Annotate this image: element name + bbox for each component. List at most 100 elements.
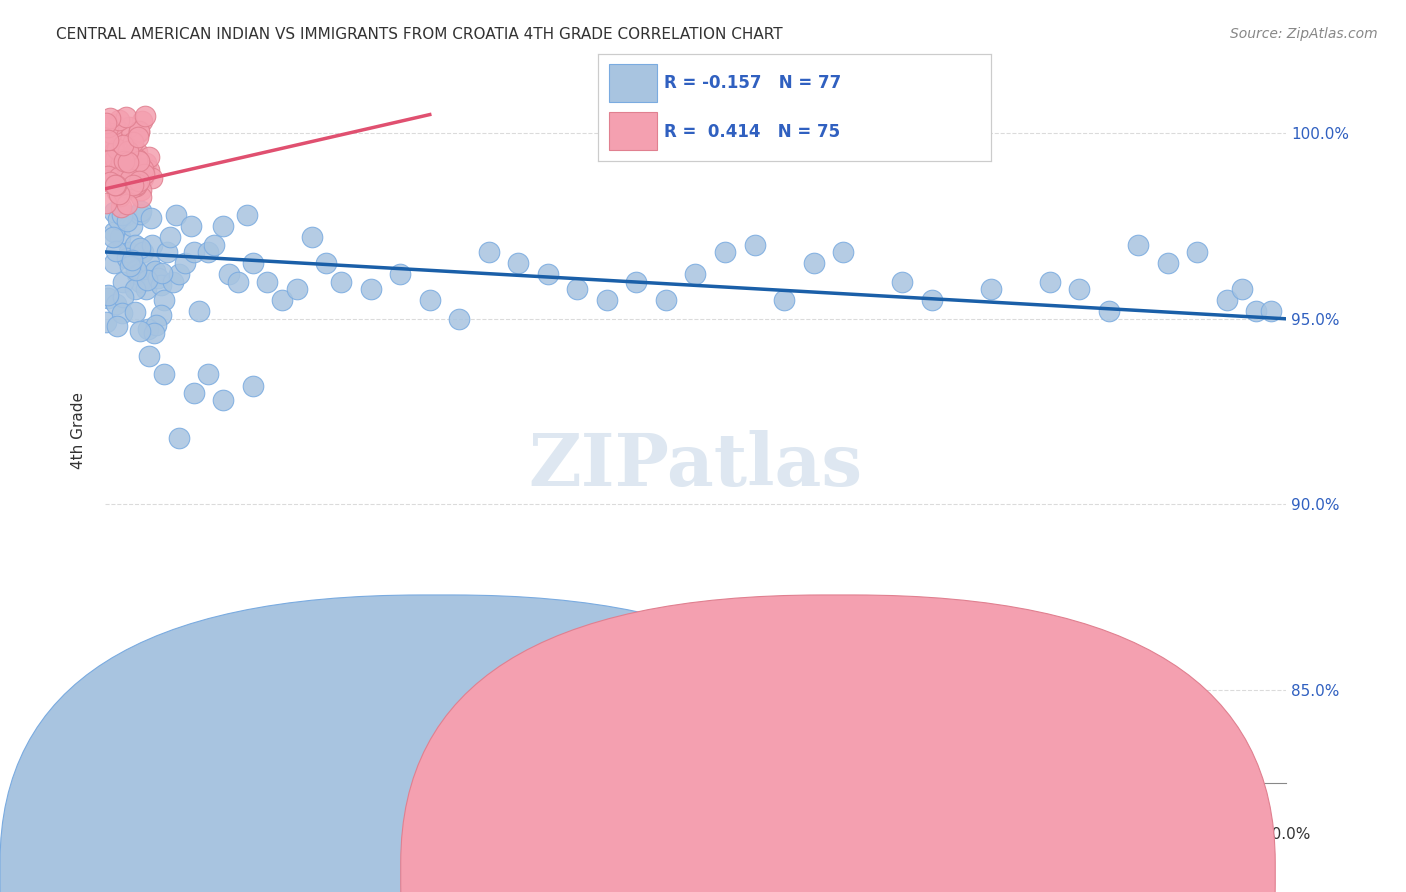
Point: [115, 252, 138, 266]
Point: [173, 256, 195, 270]
Point: [107, 142, 129, 156]
Point: [107, 212, 129, 227]
Point: [1187, 244, 1209, 259]
Point: [121, 219, 143, 233]
Point: [188, 304, 211, 318]
Point: [127, 145, 149, 159]
Point: [134, 109, 156, 123]
Point: [256, 275, 278, 289]
Point: [96, 314, 118, 328]
Point: [110, 200, 132, 214]
Point: [714, 244, 737, 259]
Point: [143, 263, 166, 277]
Point: [242, 378, 264, 392]
Point: [118, 172, 141, 186]
Point: [138, 349, 160, 363]
Point: [1246, 304, 1268, 318]
Point: [98, 153, 121, 167]
Point: [115, 145, 138, 159]
Point: [212, 393, 235, 408]
Point: [150, 278, 173, 293]
Point: [183, 386, 205, 401]
Point: [97, 118, 120, 132]
Point: [111, 275, 134, 289]
Point: [115, 214, 138, 228]
Point: [115, 110, 138, 124]
Bar: [609, 64, 657, 102]
Point: [120, 170, 142, 185]
Point: [117, 244, 139, 259]
Point: [128, 125, 150, 139]
Point: [389, 267, 412, 281]
Point: [118, 120, 141, 134]
Point: [108, 189, 131, 203]
Point: [103, 205, 125, 219]
Point: [235, 208, 257, 222]
Point: [162, 275, 184, 289]
Point: [129, 190, 152, 204]
Point: [108, 145, 131, 159]
Point: [122, 135, 145, 149]
Point: [124, 282, 146, 296]
Point: [129, 163, 152, 178]
Point: [131, 114, 153, 128]
Point: [891, 275, 914, 289]
Point: [127, 129, 149, 144]
Point: [111, 170, 134, 185]
Point: [129, 207, 152, 221]
Point: [103, 225, 125, 239]
Point: [129, 242, 152, 256]
Point: [132, 161, 155, 176]
Point: [180, 219, 202, 233]
Point: [449, 311, 471, 326]
Point: [108, 186, 131, 201]
Point: [135, 156, 157, 170]
Text: CENTRAL AMERICAN INDIAN VS IMMIGRANTS FROM CROATIA 4TH GRADE CORRELATION CHART: CENTRAL AMERICAN INDIAN VS IMMIGRANTS FR…: [56, 27, 783, 42]
Point: [419, 293, 441, 308]
Point: [125, 262, 148, 277]
Point: [141, 211, 163, 225]
Point: [98, 175, 121, 189]
Point: [97, 133, 120, 147]
Point: [159, 230, 181, 244]
Point: [744, 237, 766, 252]
Bar: [609, 112, 657, 150]
Point: [146, 271, 169, 285]
Point: [120, 260, 142, 274]
Point: [1069, 282, 1091, 296]
Point: [129, 183, 152, 197]
Point: [110, 125, 132, 139]
Point: [101, 163, 124, 178]
Point: [218, 267, 240, 281]
Point: [980, 282, 1002, 296]
Point: [773, 293, 796, 308]
Point: [114, 208, 136, 222]
Point: [167, 431, 190, 445]
Point: [150, 308, 173, 322]
Text: Immigrants from Croatia: Immigrants from Croatia: [820, 859, 1008, 874]
Point: [1098, 304, 1121, 318]
Point: [153, 293, 176, 308]
Point: [626, 275, 648, 289]
Point: [1128, 237, 1150, 252]
Point: [132, 170, 155, 185]
Point: [803, 256, 825, 270]
Text: Central American Indians: Central American Indians: [437, 859, 631, 874]
Point: [153, 368, 176, 382]
Text: R =  0.414   N = 75: R = 0.414 N = 75: [665, 123, 841, 141]
Point: [655, 293, 678, 308]
Point: [132, 244, 155, 259]
Point: [104, 152, 127, 166]
Point: [125, 177, 148, 191]
Point: [1230, 282, 1253, 296]
Point: [121, 252, 143, 267]
Point: [94, 170, 117, 185]
Point: [104, 297, 127, 311]
Point: [150, 266, 173, 280]
Point: [105, 178, 128, 192]
Point: [138, 163, 160, 178]
Point: [202, 237, 225, 252]
Point: [124, 163, 146, 178]
Point: [97, 145, 120, 159]
Point: [108, 170, 131, 185]
